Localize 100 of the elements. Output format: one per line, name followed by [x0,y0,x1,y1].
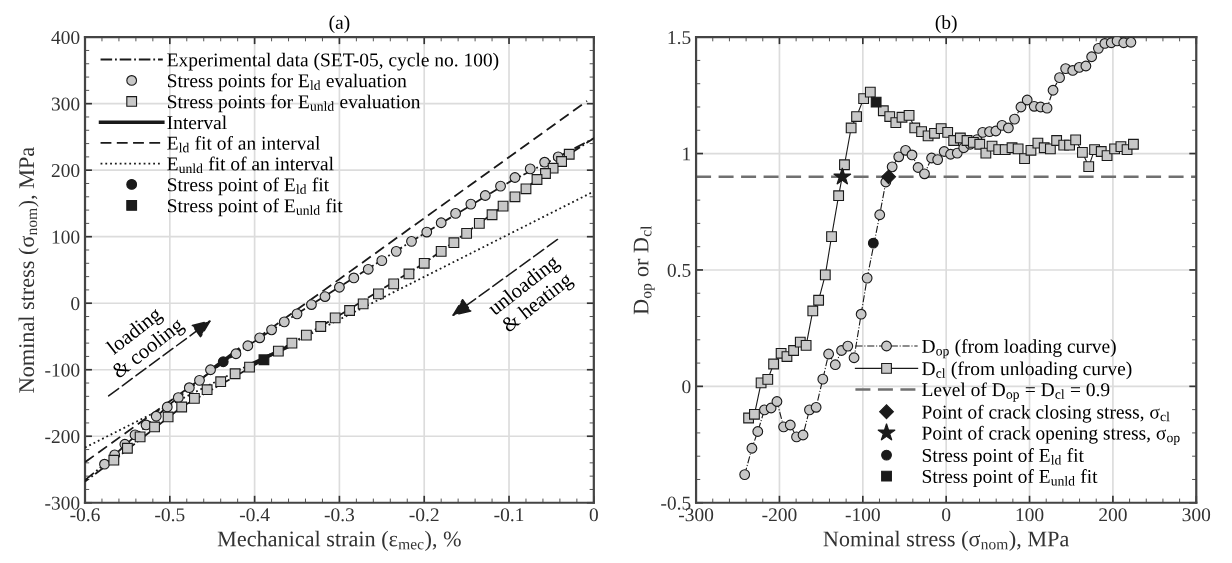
point [768,358,780,370]
point [1012,143,1024,155]
point [746,442,758,454]
y-tick-label: 200 [51,164,80,178]
point [855,308,867,320]
point [829,359,841,371]
point [319,291,331,302]
point [1125,37,1137,48]
y-tick-label: 300 [51,97,80,111]
point [161,401,173,413]
point [357,298,369,310]
x-tick-label: -0.1 [494,508,524,522]
y-tick-label: 400 [51,30,80,45]
point [813,294,825,306]
point [406,235,417,247]
y-tick-label: -200 [45,430,80,444]
y-tick-label: 0 [71,297,80,311]
y-tick-label: 0 [682,380,691,394]
point [266,324,277,336]
point [205,364,216,376]
point [1086,51,1098,63]
point [435,245,447,257]
point [348,272,360,284]
point [974,138,986,150]
point [183,382,195,394]
legend-label: D$_{cl}$ (from unloading curve) [922,361,1132,380]
point [150,410,162,422]
point [1083,161,1095,173]
x-axis-title: Nominal stress (σ$_{nom}$), MPa [823,530,1070,551]
point [344,305,356,316]
legend-label: Interval [167,115,227,130]
point [509,172,521,183]
y-tick-label: -0.5 [661,496,691,510]
point [473,217,485,229]
legend-label: D$_{op}$ (from loading curve) [922,339,1116,359]
point [188,392,200,404]
point [486,209,498,221]
x-tick-label: -0.6 [70,508,100,522]
point [845,122,857,134]
point [839,159,850,171]
point [881,169,897,185]
y-tick-label: 100 [52,230,80,244]
y-tick-label: -300 [45,496,80,510]
legend-label: Point of crack closing stress, σ$_{cl}$ [922,404,1170,423]
point [1054,72,1065,84]
point [788,345,800,356]
point [149,421,160,433]
point [450,208,462,219]
point [1076,146,1088,158]
x-tick-label: -100 [845,508,880,522]
point [121,442,133,454]
legend-label: Stress point of E$_{ld}$ fit [922,448,1084,466]
legend-label: E$_{unld}$ fit of an interval [167,156,334,174]
point [172,392,184,404]
y-axis-title: Nominal stress (σ$_{nom}$), MPa [18,147,39,393]
point [848,352,860,364]
legend-label: Point of crack opening stress, σ$_{op}$ [922,425,1180,446]
y-axis-title: D$_{op}$ or D$_{cl}$ [633,225,655,315]
point [906,149,918,161]
point [390,245,402,257]
point [306,299,317,310]
point [315,321,327,332]
point [1044,143,1056,155]
point [497,200,509,212]
point [134,431,146,443]
point [194,374,205,386]
point [932,154,944,166]
point [1015,101,1027,113]
legend-label: Stress point of E$_{unld}$ fit [922,469,1098,487]
point [1009,113,1020,125]
point [1047,84,1059,96]
point [418,257,430,269]
point [258,354,270,366]
x-axis-title: Mechanical strain (ε$_{mec}$), % [217,530,461,551]
point [867,237,879,249]
point [903,109,915,121]
point [286,337,298,349]
point [833,167,852,185]
point [162,411,174,423]
point [539,156,551,168]
point [465,198,477,210]
legend-label: Experimental data (SET-05, cycle no. 100) [167,52,499,71]
point [176,401,188,413]
point [807,305,819,317]
legend-label: E$_{ld}$ fit of an interval [167,135,321,153]
y-tick-label: 0.5 [667,263,691,277]
point [563,148,575,160]
point [942,126,954,138]
point [1041,102,1053,114]
point [242,340,254,352]
point [870,96,882,108]
point [108,454,120,466]
point [201,384,213,396]
legend-label: Stress point of E$_{unld}$ fit [167,198,343,217]
point [784,419,796,431]
point [886,161,898,173]
point [826,231,837,243]
point [229,368,241,380]
point [864,86,876,98]
point [861,272,873,284]
